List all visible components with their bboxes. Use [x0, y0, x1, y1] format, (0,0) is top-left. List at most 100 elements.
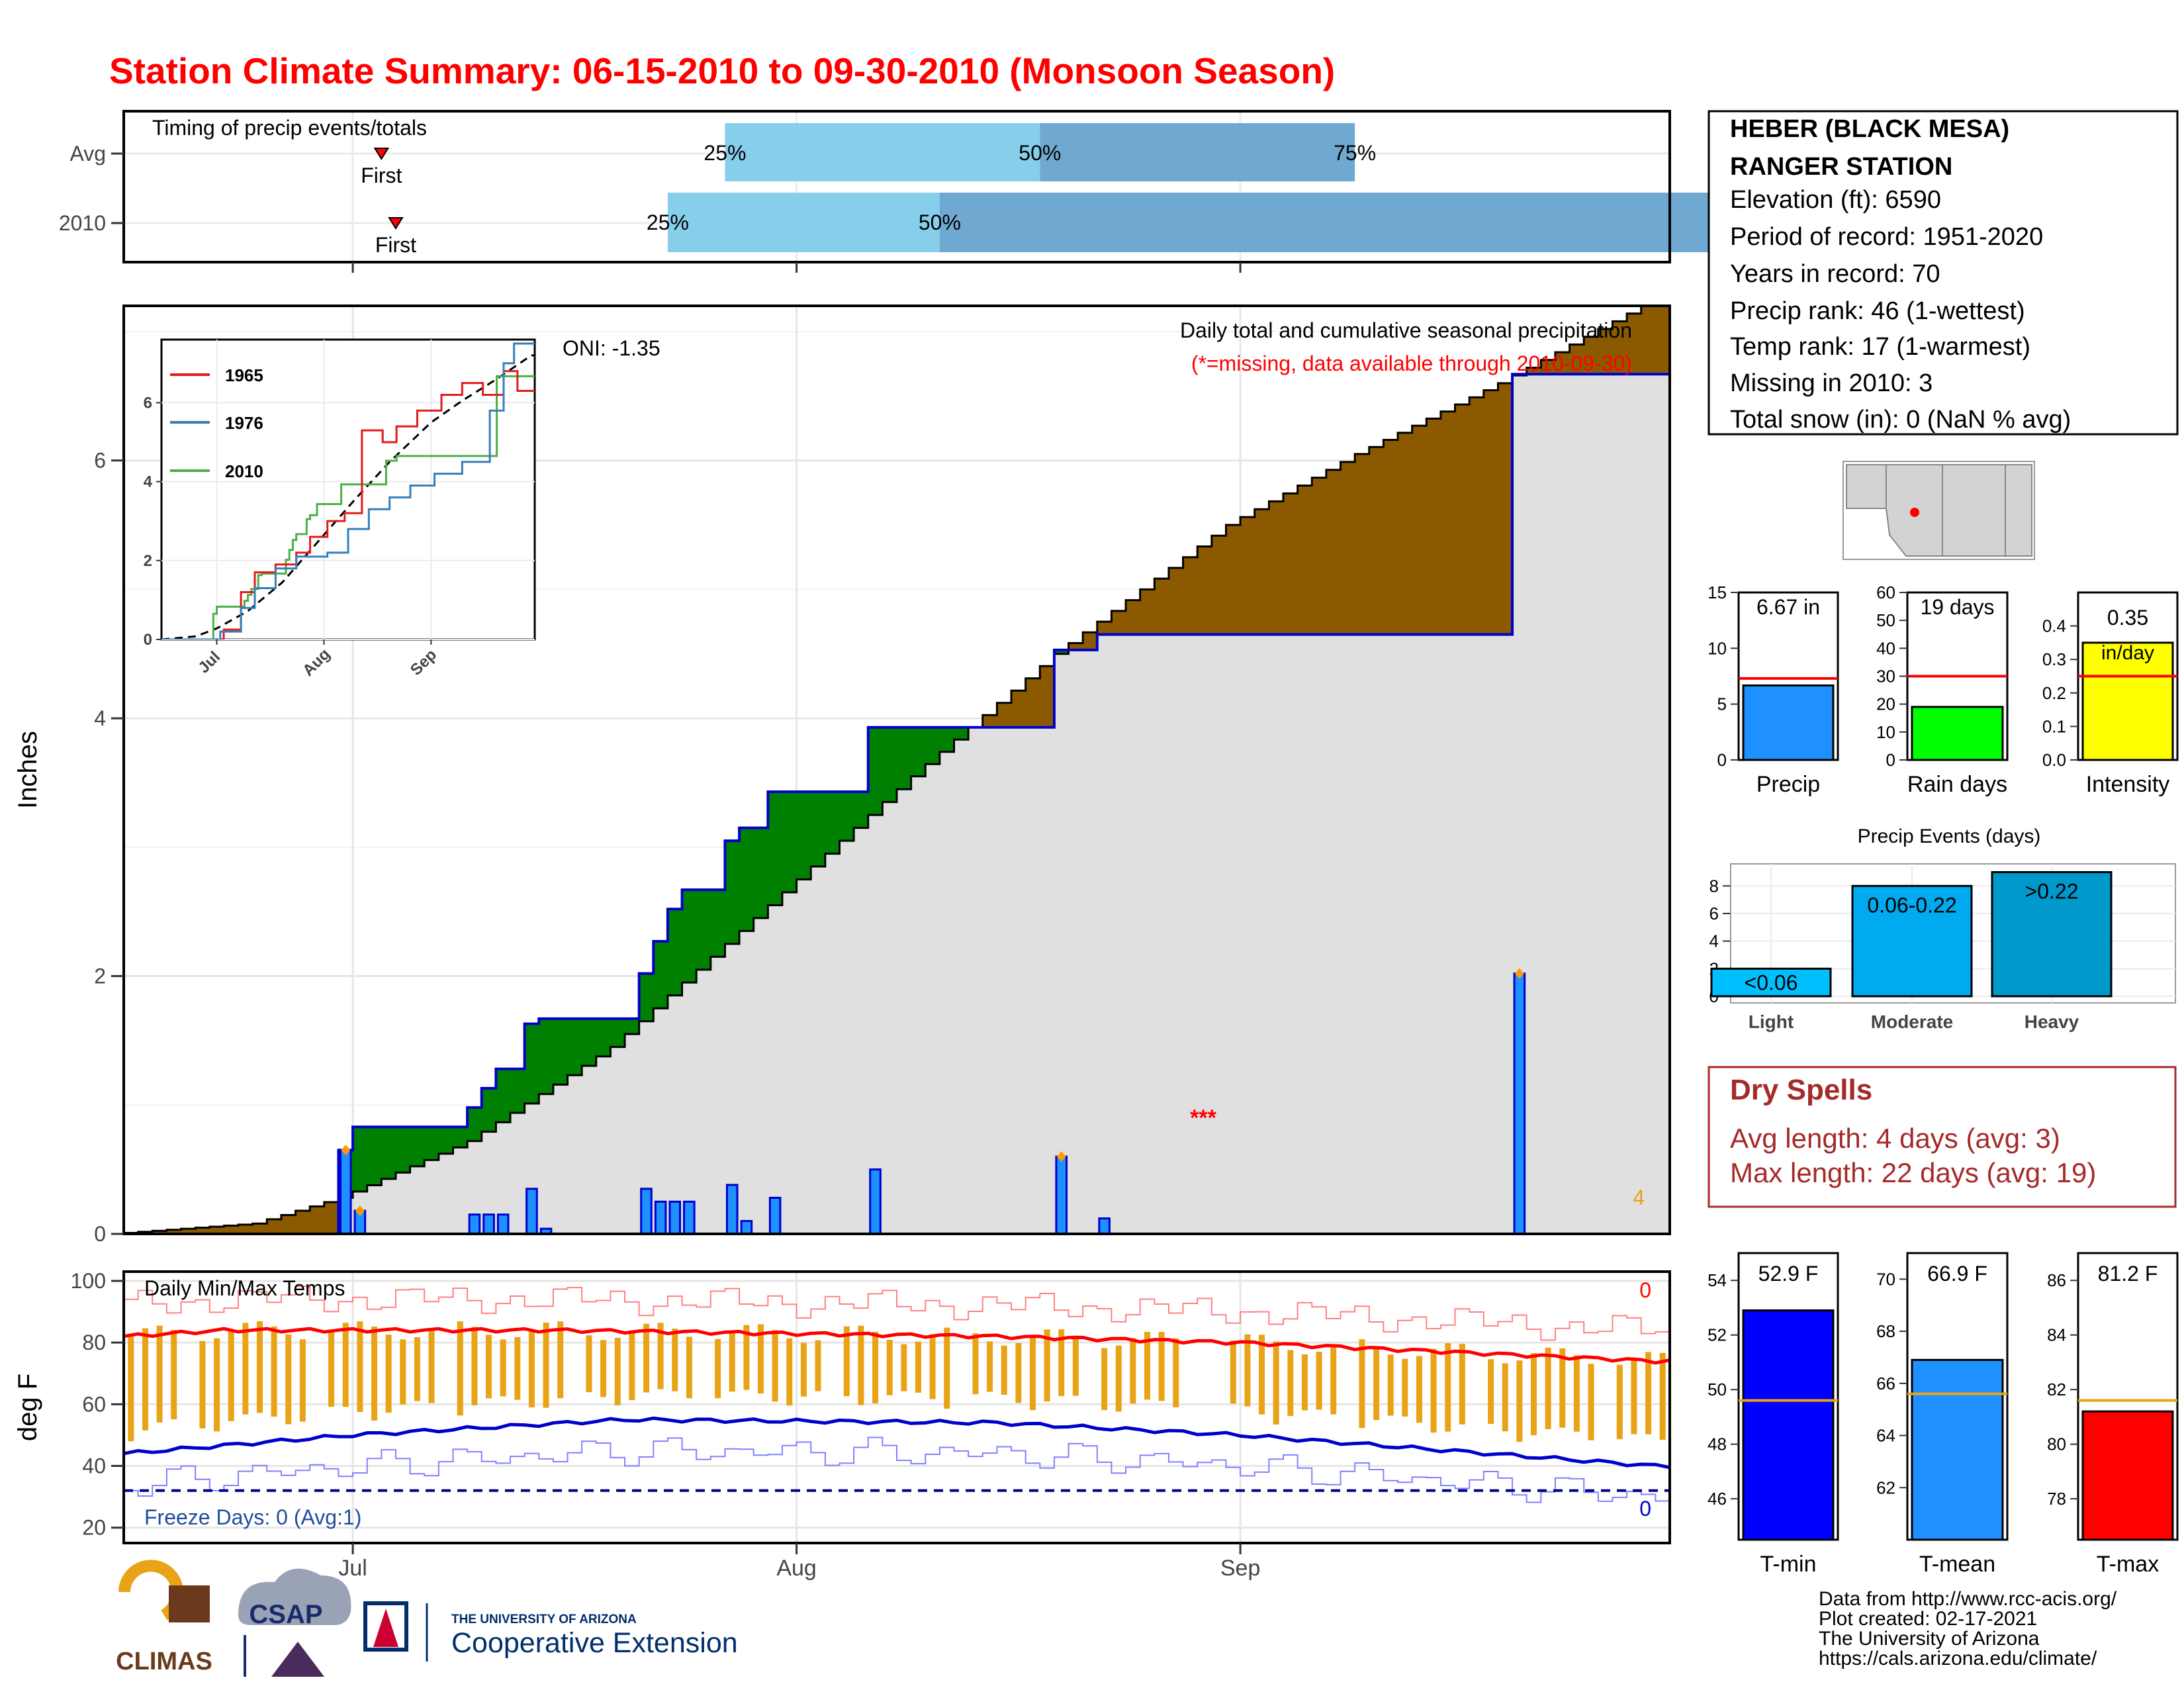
oni-value: ONI: -1.35: [563, 336, 660, 360]
precip-events-title: Precip Events (days): [1858, 825, 2041, 847]
above-normal-area: [639, 973, 654, 1021]
daily-temp-range-bar: [901, 1344, 907, 1391]
temp-panel-title: Daily Min/Max Temps: [144, 1276, 345, 1300]
temp-bar: [1911, 1358, 2004, 1541]
x-tick-label: Sep: [1220, 1556, 1261, 1581]
below-normal-area: [982, 715, 998, 727]
above-normal-area: [453, 1127, 468, 1148]
above-normal-area: [496, 1068, 511, 1123]
csap-logo-text: CSAP: [249, 1600, 322, 1629]
summary-ytick-label: 5: [1717, 694, 1727, 714]
station-name-1: HEBER (BLACK MESA): [1730, 115, 2009, 143]
footer-university: The University of Arizona: [1819, 1628, 2040, 1650]
above-normal-area: [739, 827, 754, 931]
temp-bar-ytick-label: 66: [1876, 1374, 1895, 1393]
timing-q1-bar: [667, 193, 940, 252]
daily-temp-range-bar: [486, 1335, 492, 1399]
above-normal-area: [825, 792, 841, 854]
events-ytick-label: 4: [1709, 931, 1719, 951]
below-normal-area: [195, 1227, 210, 1234]
daily-temp-range-bar: [1459, 1344, 1465, 1425]
temp-panel: 20 40 60 80 100 deg F Daily Min/Max Temps Fr…: [13, 1269, 1671, 1544]
below-normal-area: [1068, 643, 1083, 650]
precip-event-bar-label: <0.06: [1745, 970, 1798, 994]
daily-temp-range-bar: [271, 1326, 277, 1417]
daily-precip-bar: [1098, 1217, 1111, 1234]
daily-temp-range-bar: [457, 1321, 463, 1416]
precip-event-bar: [1991, 871, 2113, 998]
temp-bar-ytick-label: 86: [2047, 1270, 2066, 1290]
summary-ytick-label: 40: [1876, 638, 1895, 658]
record-marker: [355, 1205, 365, 1216]
tmin-average-line: [124, 1416, 1670, 1470]
below-normal-area: [1297, 485, 1312, 635]
daily-temp-range-bar: [1072, 1335, 1079, 1396]
daily-temp-range-bar: [1230, 1340, 1236, 1404]
daily-temp-range-bar: [1659, 1352, 1666, 1440]
precip-ylabel: Inches: [13, 731, 42, 809]
timing-first-marker: [388, 217, 404, 230]
daily-temp-range-bar: [758, 1324, 764, 1394]
daily-temp-range-bar: [400, 1339, 406, 1405]
above-normal-area: [367, 1127, 382, 1186]
temp-ylabel: deg F: [13, 1374, 42, 1441]
page-title: Station Climate Summary: 06-15-2010 to 0…: [109, 50, 1335, 91]
daily-temp-range-bar: [614, 1337, 621, 1406]
below-normal-area: [238, 1224, 253, 1234]
above-normal-area: [897, 727, 912, 790]
temp-value-label: 66.9 F: [1927, 1262, 1987, 1286]
below-normal-area: [1140, 589, 1155, 635]
above-normal-area: [653, 941, 668, 1009]
daily-temp-range-bar: [1044, 1329, 1050, 1402]
summary-ytick-label: 0.2: [2042, 683, 2066, 703]
above-normal-area: [410, 1127, 425, 1166]
daily-temp-range-bar: [528, 1329, 535, 1408]
daily-temp-range-bar: [1029, 1335, 1036, 1411]
freeze-days-label: Freeze Days: 0 (Avg:1): [144, 1505, 361, 1529]
below-normal-area: [1312, 477, 1327, 635]
daily-temp-range-bar: [944, 1327, 950, 1409]
temp-value-label: 81.2 F: [2098, 1262, 2158, 1286]
temp-bar-ytick-label: 54: [1707, 1270, 1727, 1290]
daily-temp-range-bar: [156, 1325, 163, 1423]
temp-bar-label: T-mean: [1919, 1552, 1995, 1577]
summary-ytick-label: 50: [1876, 610, 1895, 630]
daily-temp-range-bar: [786, 1338, 793, 1406]
daily-temp-range-bar: [1373, 1346, 1380, 1421]
timing-p75-label: 75%: [1334, 141, 1376, 165]
below-normal-area: [181, 1229, 196, 1234]
summary-ytick-label: 10: [1707, 638, 1727, 658]
x-tick-label: Jul: [338, 1556, 367, 1581]
below-normal-area: [1097, 622, 1113, 635]
daily-precip-bar: [654, 1200, 667, 1234]
below-normal-area: [1541, 359, 1556, 375]
station-name-2: RANGER STATION: [1730, 153, 1952, 181]
above-normal-area: [882, 727, 897, 802]
daily-precip-bar: [740, 1220, 753, 1234]
below-normal-area: [1526, 367, 1541, 375]
daily-precip-bar: [339, 1149, 352, 1234]
temp-ytick-label: 60: [82, 1392, 106, 1416]
daily-precip-bar: [468, 1213, 481, 1234]
x-axis: Jul Aug Sep: [338, 262, 1260, 1581]
legend-1965: 1965: [225, 365, 263, 385]
daily-temp-range-bar: [1559, 1348, 1566, 1428]
daily-temp-range-bar: [557, 1321, 564, 1399]
below-normal-area: [1612, 321, 1627, 375]
precip-event-bar: [1710, 967, 1832, 998]
above-normal-area: [696, 890, 711, 970]
daily-precip-bar: [525, 1188, 538, 1234]
dry-spells-box: Dry Spells Avg length: 4 days (avg: 3) M…: [1707, 1066, 2177, 1208]
inset-2010-line: [161, 375, 535, 639]
precip-panel-subtitle: (*=missing, data available through 2010-…: [1191, 352, 1632, 375]
above-normal-area: [353, 1127, 368, 1192]
daily-temp-range-bar: [1273, 1341, 1279, 1425]
below-normal-area: [281, 1215, 296, 1234]
below-normal-area: [1641, 306, 1656, 375]
below-normal-area: [1455, 404, 1470, 635]
ua-big-text: Cooperative Extension: [451, 1627, 738, 1659]
record-marker: [1514, 968, 1524, 979]
station-years: Years in record: 70: [1730, 260, 1940, 288]
station-info-box: HEBER (BLACK MESA) RANGER STATION Elevat…: [1707, 110, 2179, 436]
above-normal-area: [438, 1127, 454, 1154]
